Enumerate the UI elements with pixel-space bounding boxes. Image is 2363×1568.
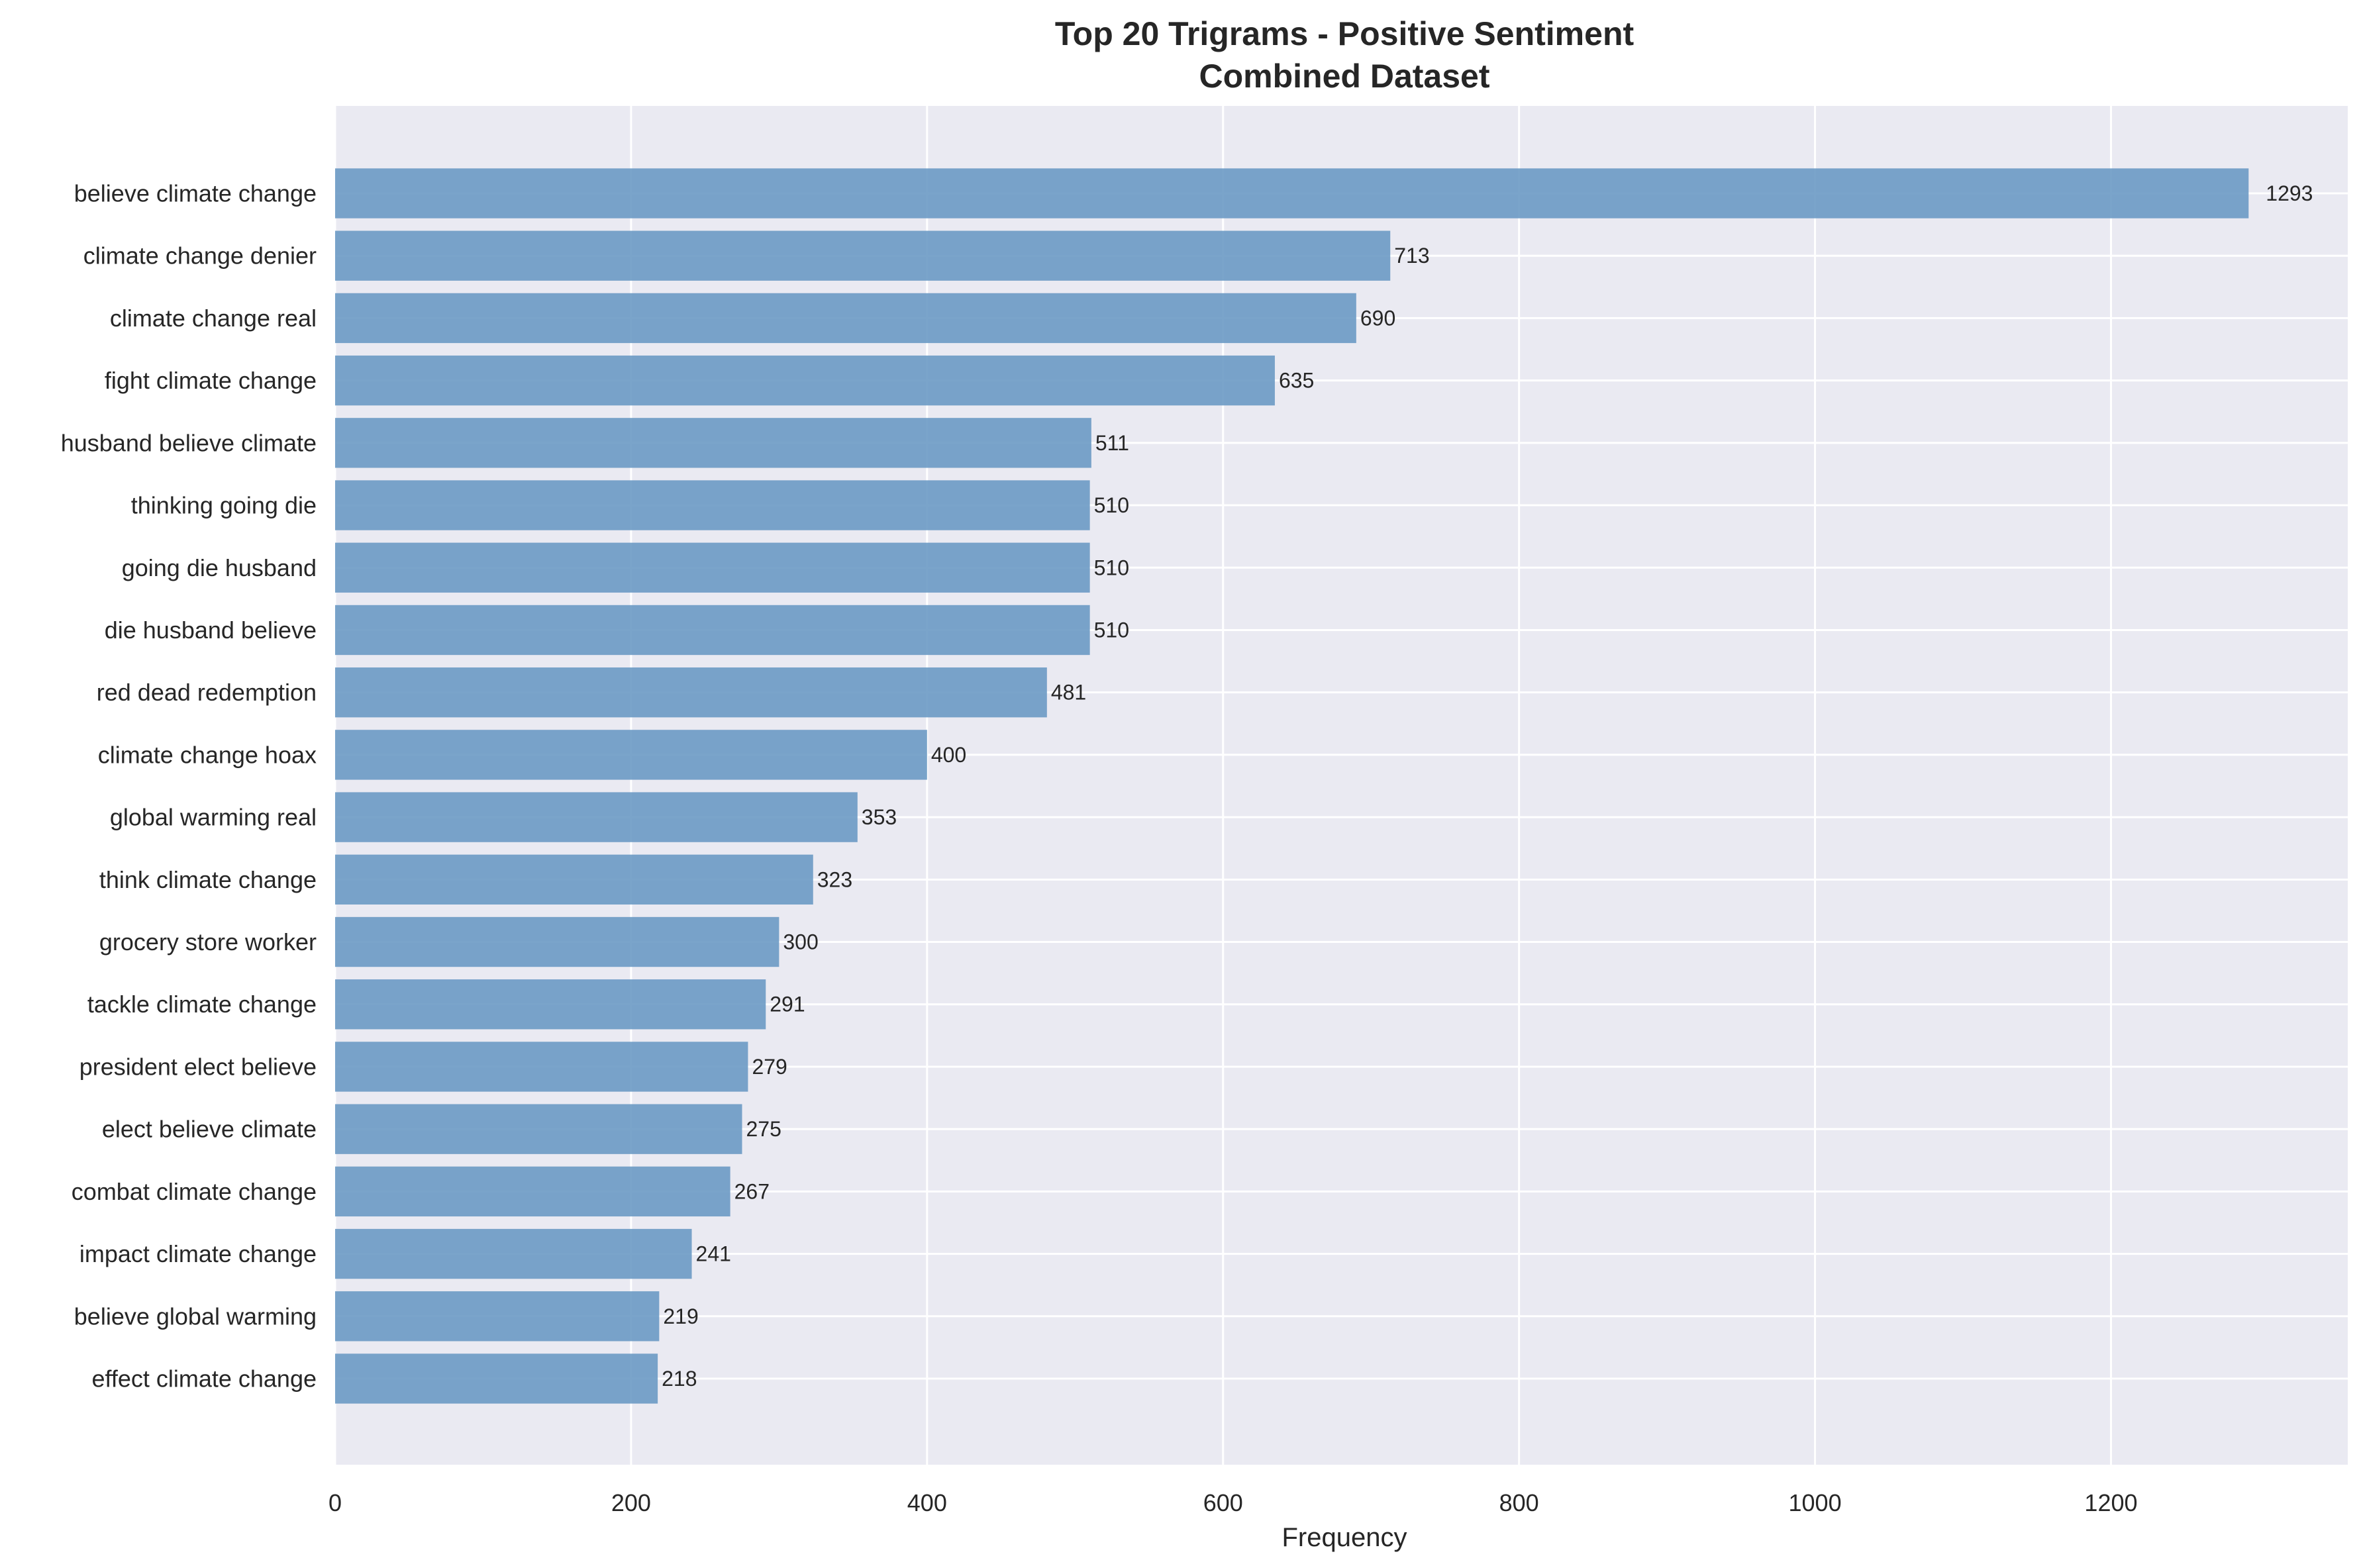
y-tick-label: president elect believe — [79, 1053, 317, 1080]
y-tick-labels: believe climate change climate change den… — [61, 180, 317, 1393]
y-tick-label: combat climate change — [72, 1178, 317, 1205]
y-tick-label: global warming real — [110, 804, 317, 831]
y-tick-label: think climate change — [99, 866, 317, 893]
y-tick-label: climate change denier — [83, 242, 317, 270]
x-tick-label: 200 — [611, 1489, 651, 1516]
x-tick-label: 400 — [907, 1489, 947, 1516]
bar-value-label: 291 — [770, 993, 805, 1016]
bar — [335, 418, 1091, 468]
bar — [335, 730, 927, 780]
bar-value-label: 690 — [1360, 306, 1395, 330]
y-tick-label: going die husband — [122, 554, 317, 581]
y-tick-label: effect climate change — [91, 1365, 317, 1393]
y-tick-label: impact climate change — [79, 1240, 317, 1267]
bar — [335, 792, 858, 842]
y-tick-label: grocery store worker — [99, 928, 317, 956]
bar-value-label: 279 — [752, 1055, 787, 1079]
bar — [335, 230, 1391, 281]
bar — [335, 480, 1090, 530]
bar — [335, 1042, 748, 1092]
bar-value-label: 300 — [783, 930, 818, 954]
y-tick-label: red dead redemption — [97, 679, 317, 706]
bar — [335, 355, 1275, 406]
bar-value-label: 219 — [663, 1304, 698, 1328]
bar-value-label: 400 — [931, 743, 966, 767]
bar-value-label: 481 — [1051, 681, 1086, 705]
bar — [335, 1166, 730, 1217]
bar-value-label: 275 — [746, 1117, 781, 1141]
bar-value-label: 218 — [662, 1367, 697, 1391]
y-tick-label: fight climate change — [105, 367, 317, 394]
bar-value-label: 635 — [1279, 369, 1314, 393]
bar — [335, 605, 1090, 656]
chart-title: Top 20 Trigrams - Positive Sentiment — [1055, 15, 1634, 52]
x-tick-label: 1200 — [2084, 1489, 2137, 1516]
bar-value-label: 353 — [862, 805, 897, 829]
bar — [335, 667, 1047, 718]
value-labels: 1293 713 690 635 511 510 510 510 481 400 353 323 300… — [662, 181, 2313, 1391]
x-tick-labels: 0 200 400 600 800 1000 1200 — [328, 1489, 2138, 1516]
y-tick-label: believe climate change — [74, 180, 317, 207]
bar-value-label: 510 — [1094, 618, 1129, 642]
x-tick-label: 800 — [1499, 1489, 1539, 1516]
x-tick-label: 0 — [328, 1489, 342, 1516]
bar — [335, 1291, 660, 1342]
y-tick-label: husband believe climate — [61, 429, 317, 456]
y-tick-label: climate change hoax — [98, 741, 317, 768]
y-tick-label: believe global warming — [74, 1302, 317, 1330]
x-tick-label: 1000 — [1789, 1489, 1842, 1516]
y-tick-label: elect believe climate — [102, 1116, 317, 1143]
y-tick-label: die husband believe — [105, 616, 317, 644]
bar — [335, 293, 1356, 344]
bar-value-label: 323 — [817, 867, 852, 891]
chart-subtitle: Combined Dataset — [1199, 58, 1490, 95]
bar — [335, 1104, 742, 1154]
bar-value-label: 510 — [1094, 493, 1129, 517]
bar-value-label: 713 — [1394, 244, 1429, 268]
y-tick-label: thinking going die — [131, 492, 317, 519]
bar-value-label: 510 — [1094, 556, 1129, 579]
x-axis-label: Frequency — [1282, 1523, 1407, 1552]
bar — [335, 916, 779, 967]
bar — [335, 1228, 692, 1279]
bar — [335, 542, 1090, 593]
bars — [335, 168, 2249, 1404]
bar — [335, 854, 813, 905]
bar-value-label: 267 — [734, 1179, 770, 1203]
bar — [335, 168, 2249, 219]
bar-value-label: 1293 — [2266, 181, 2313, 205]
bar — [335, 1353, 658, 1404]
y-tick-label: tackle climate change — [87, 991, 317, 1018]
bar — [335, 979, 766, 1030]
bar-value-label: 241 — [696, 1242, 731, 1266]
bar-value-label: 511 — [1095, 431, 1129, 455]
y-tick-label: climate change real — [110, 305, 317, 332]
x-tick-label: 600 — [1203, 1489, 1243, 1516]
